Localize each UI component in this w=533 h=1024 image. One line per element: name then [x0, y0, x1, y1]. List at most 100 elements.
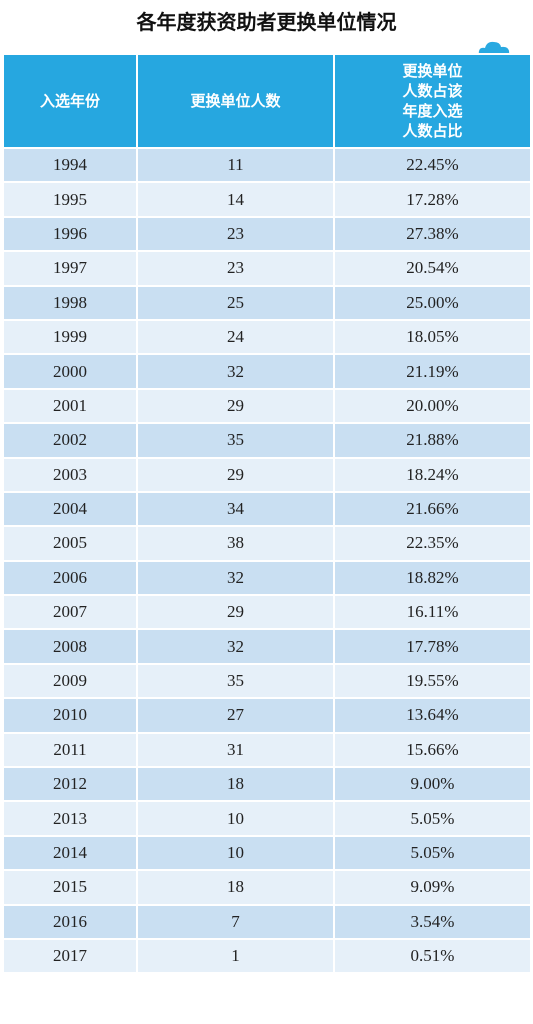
table-cell: 18.24%: [333, 456, 532, 493]
table-cell: 23: [136, 250, 335, 287]
table-row: 2013 10 5.05%: [2, 800, 532, 837]
table-row: 2002 35 21.88%: [2, 422, 532, 459]
table-cell: 35: [136, 422, 335, 459]
table-cell: 2003: [2, 456, 138, 493]
table-row: 2011 31 15.66%: [2, 731, 532, 769]
header-text: 更换单位人数占该年度入选人数占比: [402, 62, 463, 140]
table-cell: 25.00%: [333, 284, 532, 321]
table-cell: 2015: [2, 869, 138, 906]
table-row: 2010 27 13.64%: [2, 697, 532, 734]
table-cell: 18: [136, 766, 335, 803]
header-text: 入选年份: [39, 92, 100, 110]
table-cell: 20.00%: [333, 387, 532, 425]
table-cell: 0.51%: [333, 937, 532, 975]
header-text: 更换单位人数: [190, 92, 281, 110]
table-row: 2012 18 9.00%: [2, 766, 532, 803]
table-cell: 7: [136, 903, 335, 940]
table-cell: 2011: [2, 731, 138, 769]
table-cell: 29: [136, 387, 335, 425]
table-cell: 5.05%: [333, 800, 532, 837]
table-cell: 1994: [2, 146, 138, 184]
table-cell: 1996: [2, 215, 138, 253]
table-row: 2005 38 22.35%: [2, 525, 532, 562]
table-cell: 10: [136, 800, 335, 837]
table-row: 2017 1 0.51%: [2, 937, 532, 975]
title: 各年度获资助者更换单位情况: [136, 10, 397, 34]
table-cell: 24: [136, 318, 335, 356]
table-row: 2015 18 9.09%: [2, 869, 532, 906]
table-row: 1998 25 25.00%: [2, 284, 532, 321]
table-cell: 2017: [2, 937, 138, 975]
table-cell: 19.55%: [333, 662, 532, 700]
data-table: 入选年份 更换单位人数 更换单位人数占该年度入选人数占比 1994 11 22.45% 1…: [2, 53, 532, 975]
table-row: 1996 23 27.38%: [2, 215, 532, 253]
table-cell: 2012: [2, 766, 138, 803]
table-cell: 2002: [2, 422, 138, 459]
cloud-icon: [478, 41, 510, 56]
table-cell: 2014: [2, 834, 138, 872]
table-row: 2009 35 19.55%: [2, 662, 532, 700]
table-row: 2004 34 21.66%: [2, 490, 532, 528]
table-cell: 22.45%: [333, 146, 532, 184]
table-cell: 27.38%: [333, 215, 532, 253]
table-cell: 2005: [2, 525, 138, 562]
table-cell: 9.09%: [333, 869, 532, 906]
table-cell: 14: [136, 181, 335, 218]
table-cell: 21.88%: [333, 422, 532, 459]
table-cell: 16.11%: [333, 594, 532, 631]
table-cell: 3.54%: [333, 903, 532, 940]
header-cell: 更换单位人数: [136, 53, 335, 149]
table-cell: 2000: [2, 353, 138, 390]
table-cell: 10: [136, 834, 335, 872]
table-cell: 21.66%: [333, 490, 532, 528]
table-cell: 32: [136, 559, 335, 597]
table-row: 2016 7 3.54%: [2, 903, 532, 940]
header-cell: 更换单位人数占该年度入选人数占比: [333, 53, 532, 149]
table-cell: 9.00%: [333, 766, 532, 803]
table-cell: 1995: [2, 181, 138, 218]
table-cell: 2013: [2, 800, 138, 837]
table-cell: 18: [136, 869, 335, 906]
table-row: 2001 29 20.00%: [2, 387, 532, 425]
table-cell: 18.05%: [333, 318, 532, 356]
table-cell: 5.05%: [333, 834, 532, 872]
table-cell: 2004: [2, 490, 138, 528]
table-cell: 21.19%: [333, 353, 532, 390]
table-cell: 2006: [2, 559, 138, 597]
table-row: 2007 29 16.11%: [2, 594, 532, 631]
header-row: 入选年份 更换单位人数 更换单位人数占该年度入选人数占比: [2, 53, 532, 149]
table-cell: 1997: [2, 250, 138, 287]
table-row: 2000 32 21.19%: [2, 353, 532, 390]
table-cell: 1998: [2, 284, 138, 321]
table-cell: 1999: [2, 318, 138, 356]
table-cell: 17.28%: [333, 181, 532, 218]
table-row: 2003 29 18.24%: [2, 456, 532, 493]
table-cell: 2001: [2, 387, 138, 425]
table-row: 2008 32 17.78%: [2, 628, 532, 665]
table-cell: 31: [136, 731, 335, 769]
header-cell: 入选年份: [2, 53, 138, 149]
table-cell: 38: [136, 525, 335, 562]
table-row: 1999 24 18.05%: [2, 318, 532, 356]
table-row: 2006 32 18.82%: [2, 559, 532, 597]
table-body: 1994 11 22.45% 1995 14 17.28% 1996 23 27.38% 1997…: [2, 146, 532, 975]
table-cell: 32: [136, 628, 335, 665]
table-cell: 35: [136, 662, 335, 700]
table-cell: 11: [136, 146, 335, 184]
table-cell: 27: [136, 697, 335, 734]
table-cell: 15.66%: [333, 731, 532, 769]
table-row: 1997 23 20.54%: [2, 250, 532, 287]
table-row: 2014 10 5.05%: [2, 834, 532, 872]
table-cell: 2008: [2, 628, 138, 665]
table-cell: 34: [136, 490, 335, 528]
table-row: 1995 14 17.28%: [2, 181, 532, 218]
table-cell: 2009: [2, 662, 138, 700]
table-cell: 20.54%: [333, 250, 532, 287]
table-cell: 2007: [2, 594, 138, 631]
table-cell: 17.78%: [333, 628, 532, 665]
table-cell: 2010: [2, 697, 138, 734]
table-cell: 23: [136, 215, 335, 253]
table-cell: 1: [136, 937, 335, 975]
table-cell: 13.64%: [333, 697, 532, 734]
